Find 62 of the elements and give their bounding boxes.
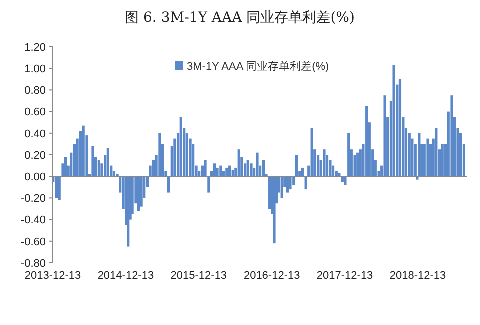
bar xyxy=(56,176,58,198)
bar xyxy=(250,164,253,177)
bar xyxy=(64,157,68,177)
bar xyxy=(295,155,298,177)
x-tick-label: 2016-12-13 xyxy=(244,270,300,282)
y-tick-label: -0.40 xyxy=(20,214,46,227)
bar xyxy=(256,152,259,177)
bar xyxy=(289,176,292,190)
y-tick-label: 0.60 xyxy=(24,106,46,119)
bar xyxy=(232,170,234,177)
bar xyxy=(127,176,130,247)
bar xyxy=(450,96,454,177)
bar xyxy=(180,117,182,177)
y-tick-label: 0.20 xyxy=(24,150,46,162)
bar xyxy=(366,106,368,177)
bar xyxy=(323,150,326,177)
bar xyxy=(304,176,308,190)
y-tick-label: 0.80 xyxy=(24,85,46,98)
bar xyxy=(82,126,85,177)
x-tick-label: 2014-12-13 xyxy=(98,270,154,282)
bar xyxy=(92,146,94,177)
bar xyxy=(204,160,207,177)
bar xyxy=(344,176,347,186)
y-tick-label: 0.40 xyxy=(24,128,46,140)
bar xyxy=(435,128,438,177)
bar xyxy=(137,176,140,212)
y-tick-label: 1.00 xyxy=(24,63,46,76)
bar xyxy=(98,160,100,177)
bar xyxy=(384,96,386,177)
bar xyxy=(238,150,240,177)
bar xyxy=(398,79,402,177)
bar xyxy=(426,138,430,177)
legend-label: 3M-1Y AAA 同业存单利差(%) xyxy=(187,60,330,73)
bar xyxy=(208,176,210,193)
bar xyxy=(140,176,143,207)
bar xyxy=(441,144,444,177)
bar xyxy=(216,168,219,177)
y-tick-label: 1.20 xyxy=(24,42,46,54)
bar xyxy=(167,176,170,193)
bar xyxy=(348,133,350,177)
bar xyxy=(273,176,276,244)
x-tick-label: 2013-12-13 xyxy=(24,270,82,282)
x-tick-label: 2018-12-13 xyxy=(390,270,446,282)
y-tick-label: -0.20 xyxy=(20,193,46,206)
bar xyxy=(310,128,314,177)
bar xyxy=(246,160,250,177)
x-tick-label: 2015-12-13 xyxy=(170,270,228,282)
bar xyxy=(106,148,110,177)
bar xyxy=(356,152,360,177)
bar xyxy=(286,176,289,193)
y-tick-label: 0.00 xyxy=(24,171,46,184)
bar xyxy=(392,65,396,177)
y-tick-label: -0.60 xyxy=(20,236,46,248)
bar xyxy=(58,176,61,200)
bar xyxy=(418,133,421,177)
bar xyxy=(158,133,162,177)
x-tick-label: 2017-12-13 xyxy=(316,270,374,282)
bar xyxy=(213,164,216,177)
bar xyxy=(280,176,284,198)
chart-title: 图 6. 3M-1Y AAA 同业存单利差(%) xyxy=(125,10,355,26)
y-tick-label: -0.80 xyxy=(20,258,46,270)
bar xyxy=(262,160,265,177)
